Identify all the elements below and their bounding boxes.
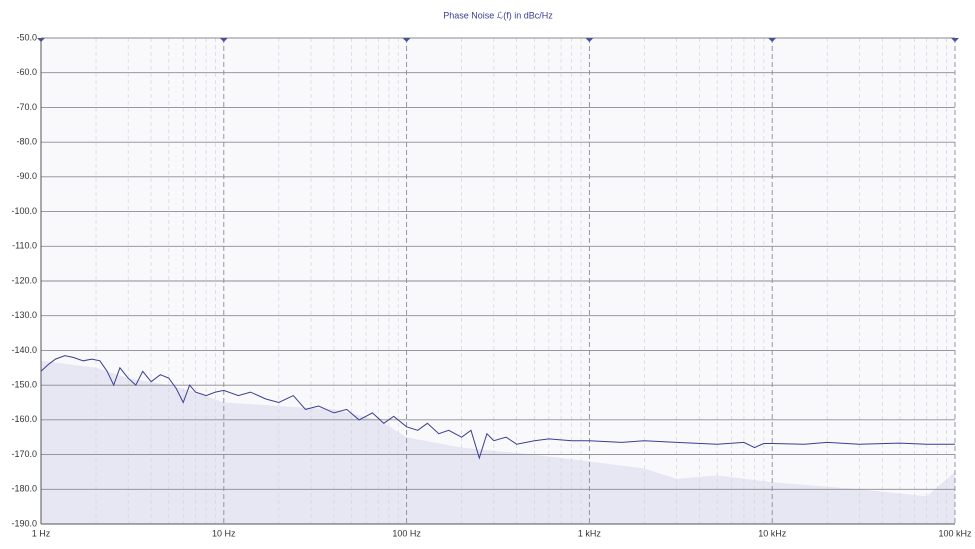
line [40, 355, 955, 460]
x-tick-label: 100 kHz [938, 528, 972, 538]
y-tick-label: -70.0 [16, 102, 37, 112]
area [41, 360, 955, 524]
tick-marker [585, 38, 594, 42]
y-tick-label: -140.0 [11, 345, 37, 355]
x-tick-label: 10 Hz [212, 528, 236, 538]
tick-marker [951, 38, 959, 42]
chart-title: Phase Noise ℒ(f) in dBc/Hz [443, 10, 553, 20]
x-tick-label: 1 kHz [578, 528, 602, 538]
x-tick-label: 100 Hz [392, 528, 421, 538]
x-tick-label: 10 kHz [758, 528, 787, 538]
y-tick-label: -190.0 [11, 518, 37, 528]
y-tick-label: -170.0 [11, 449, 37, 459]
y-tick-label: -80.0 [16, 137, 37, 147]
y-tick-label: -60.0 [16, 67, 37, 77]
tick-marker [768, 38, 777, 42]
y-tick-label: -90.0 [16, 171, 37, 181]
y-tick-label: -50.0 [16, 32, 37, 42]
x-tick-label: 1 Hz [32, 528, 51, 538]
tick-marker [402, 38, 411, 42]
y-tick-label: -100.0 [11, 206, 37, 216]
y-tick-label: -130.0 [11, 310, 37, 320]
y-tick-label: -110.0 [12, 241, 37, 251]
y-tick-label: -120.0 [11, 275, 37, 285]
tick-marker [219, 38, 228, 42]
y-tick-label: -150.0 [11, 380, 37, 390]
y-tick-label: -180.0 [11, 484, 37, 494]
y-tick-label: -160.0 [11, 414, 37, 424]
